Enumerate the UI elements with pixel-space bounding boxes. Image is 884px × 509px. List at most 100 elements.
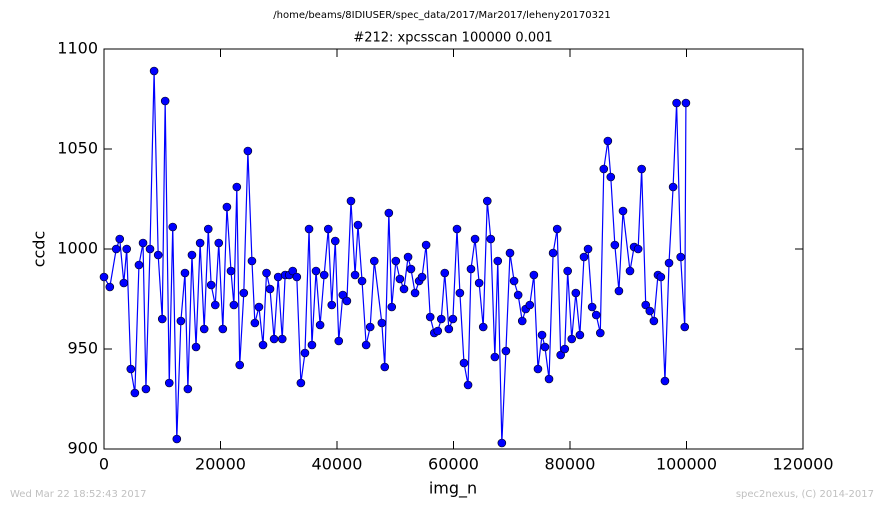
data-point [417, 272, 427, 282]
chart-title: #212: xpcsscan 100000 0.001 [353, 31, 552, 46]
data-point [478, 322, 488, 332]
data-point [243, 146, 253, 156]
data-point [141, 384, 151, 394]
data-point [265, 284, 275, 294]
x-tick-label: 20000 [195, 455, 246, 474]
data-point [357, 276, 367, 286]
data-point [444, 324, 454, 334]
data-point [509, 276, 519, 286]
data-point [497, 438, 507, 448]
data-point [239, 288, 249, 298]
data-point [232, 182, 242, 192]
data-point [633, 244, 643, 254]
data-point [105, 282, 115, 292]
data-point [501, 346, 511, 356]
data-point [235, 360, 245, 370]
data-point [323, 224, 333, 234]
data-point [176, 316, 186, 326]
data-point [262, 268, 271, 278]
data-point [247, 256, 257, 266]
data-point [226, 266, 236, 276]
data-point [664, 258, 674, 268]
data-point [681, 98, 691, 108]
data-point [436, 314, 446, 324]
data-point [334, 336, 344, 346]
data-point [672, 98, 681, 108]
x-tick-label: 60000 [428, 455, 479, 474]
data-point [319, 270, 329, 280]
data-point [395, 274, 405, 284]
data-point [353, 220, 363, 230]
data-point [474, 278, 484, 288]
data-point [327, 300, 337, 310]
data-point [567, 334, 577, 344]
data-point [591, 310, 601, 320]
data-point [425, 312, 435, 322]
data-point [668, 182, 678, 192]
y-tick-label: 1000 [57, 239, 98, 258]
data-point [410, 288, 420, 298]
data-point [338, 290, 348, 300]
data-point [571, 288, 581, 298]
x-tick-label: 100000 [656, 455, 717, 474]
data-point [517, 316, 527, 326]
data-point [369, 256, 379, 266]
data-point [122, 244, 132, 254]
credit: spec2nexus, (C) 2014-2017 [736, 489, 874, 500]
data-point [168, 222, 178, 232]
data-point [603, 136, 613, 146]
x-tick-label: 120000 [772, 455, 833, 474]
data-point [433, 326, 443, 336]
data-point [222, 202, 232, 212]
data-point [399, 284, 409, 294]
data-point [656, 272, 666, 282]
data-point [145, 244, 155, 254]
data-point [649, 316, 659, 326]
data-point [307, 340, 317, 350]
data-point [403, 252, 413, 262]
data-point [384, 208, 394, 218]
data-point [560, 344, 570, 354]
data-point [229, 300, 239, 310]
data-point [157, 314, 167, 324]
suptitle: /home/beams/8IDIUSER/spec_data/2017/Mar2… [273, 10, 610, 21]
data-point [210, 300, 220, 310]
data-point [680, 322, 690, 332]
data-point [342, 296, 352, 306]
y-tick-label: 900 [67, 439, 98, 458]
data-point [618, 206, 628, 216]
data-point [513, 290, 523, 300]
data-point [493, 256, 503, 266]
data-point [466, 264, 476, 274]
data-point [544, 374, 554, 384]
data-point [490, 352, 500, 362]
data-point [380, 362, 390, 372]
x-tick-label: 0 [99, 455, 109, 474]
data-point [482, 196, 492, 206]
data-point [99, 272, 109, 282]
data-point [269, 334, 279, 344]
data-point [277, 334, 287, 344]
data-point [180, 268, 190, 278]
data-point [172, 434, 182, 444]
data-point [149, 66, 159, 76]
data-point [183, 384, 193, 394]
data-point [440, 268, 450, 278]
y-tick-label: 1100 [57, 39, 98, 58]
data-point [599, 164, 609, 174]
data-point [452, 224, 462, 234]
data-point [160, 96, 170, 106]
data-point [529, 270, 539, 280]
data-point [191, 342, 201, 352]
data-point [365, 322, 375, 332]
data-point [645, 306, 655, 316]
data-point [199, 324, 209, 334]
data-point [556, 350, 565, 360]
data-point [300, 348, 310, 358]
data-point [587, 302, 597, 312]
data-point [361, 340, 371, 350]
data-point [315, 320, 325, 330]
data-point [311, 266, 321, 276]
